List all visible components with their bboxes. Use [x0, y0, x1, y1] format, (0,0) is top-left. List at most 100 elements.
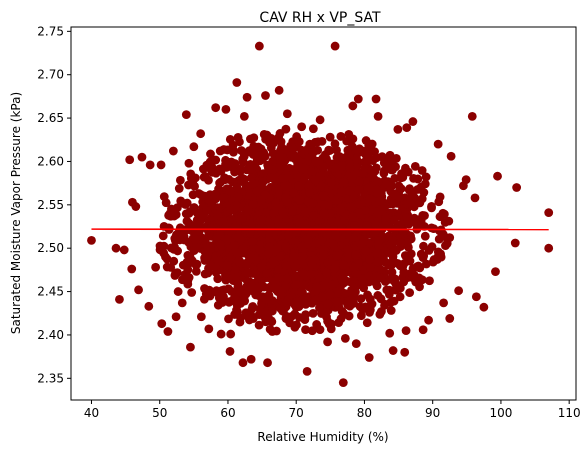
- data-point: [395, 292, 405, 302]
- data-point: [470, 193, 480, 203]
- data-point: [353, 94, 363, 104]
- data-point: [232, 78, 242, 87]
- data-point: [399, 259, 409, 268]
- data-point: [349, 263, 359, 273]
- data-point: [347, 142, 357, 151]
- data-point: [200, 172, 210, 181]
- data-point: [262, 268, 272, 278]
- data-point: [229, 293, 239, 303]
- data-point: [326, 178, 336, 188]
- data-points: [87, 41, 554, 388]
- y-tick-label: 2.60: [37, 154, 64, 168]
- data-point: [183, 250, 193, 260]
- data-point: [227, 287, 236, 296]
- data-point: [322, 268, 332, 278]
- data-point: [284, 230, 294, 240]
- data-point: [375, 196, 385, 206]
- data-point: [281, 193, 291, 202]
- data-point: [329, 239, 338, 249]
- data-point: [416, 249, 426, 259]
- data-point: [315, 325, 325, 335]
- data-point: [373, 207, 382, 217]
- data-point: [435, 192, 445, 202]
- data-point: [408, 272, 418, 282]
- data-point: [433, 139, 443, 149]
- y-axis-ticks: 2.35 2.40 2.45 2.50 2.55 2.60 2.65 2.70 2.75: [37, 24, 71, 385]
- data-point: [420, 179, 430, 189]
- y-tick-label: 2.40: [37, 328, 64, 342]
- data-point: [268, 256, 278, 266]
- data-point: [400, 347, 410, 357]
- data-point: [275, 129, 285, 138]
- data-point: [271, 283, 281, 293]
- data-point: [194, 189, 204, 198]
- data-point: [230, 222, 240, 232]
- data-point: [257, 262, 266, 272]
- data-point: [401, 166, 411, 175]
- data-point: [386, 181, 395, 191]
- data-point: [410, 161, 420, 171]
- data-point: [417, 275, 427, 285]
- data-point: [87, 235, 96, 245]
- data-point: [347, 202, 356, 212]
- data-point: [230, 271, 239, 281]
- x-tick-label: 50: [152, 406, 167, 420]
- data-point: [317, 137, 327, 146]
- data-point: [254, 41, 264, 51]
- data-point: [264, 249, 274, 259]
- data-point: [261, 294, 271, 303]
- data-point: [264, 163, 273, 172]
- data-point: [399, 226, 409, 236]
- data-point: [301, 206, 311, 216]
- data-point: [388, 252, 398, 262]
- data-point: [325, 290, 335, 300]
- data-point: [231, 264, 241, 274]
- data-point: [352, 154, 362, 164]
- data-point: [405, 288, 415, 297]
- data-point: [306, 166, 316, 176]
- data-point: [254, 320, 264, 330]
- data-point: [270, 277, 280, 286]
- data-point: [151, 262, 161, 272]
- data-point: [388, 346, 398, 355]
- data-point: [119, 245, 129, 255]
- data-point: [418, 325, 428, 335]
- x-tick-label: 40: [84, 406, 99, 420]
- data-point: [269, 209, 279, 219]
- data-point: [204, 163, 213, 172]
- data-point: [362, 220, 372, 230]
- data-point: [306, 269, 316, 279]
- data-point: [424, 315, 433, 325]
- data-point: [181, 209, 191, 219]
- data-point: [399, 267, 409, 277]
- data-point: [290, 154, 300, 163]
- data-point: [332, 297, 342, 306]
- data-point: [237, 214, 247, 224]
- data-point: [199, 294, 209, 304]
- data-point: [254, 291, 264, 301]
- data-point: [182, 275, 192, 284]
- data-point: [288, 206, 297, 216]
- data-point: [337, 187, 347, 197]
- data-point: [373, 176, 383, 186]
- data-point: [402, 213, 412, 222]
- data-point: [300, 172, 310, 182]
- data-point: [367, 166, 376, 176]
- data-point: [308, 198, 318, 208]
- data-point: [275, 251, 285, 261]
- data-point: [330, 139, 340, 149]
- data-point: [345, 277, 355, 287]
- data-point: [180, 199, 189, 209]
- data-point: [190, 234, 200, 244]
- data-point: [331, 163, 341, 173]
- x-tick-label: 90: [425, 406, 440, 420]
- data-point: [419, 241, 428, 251]
- data-point: [388, 275, 398, 285]
- data-point: [336, 205, 346, 215]
- data-point: [278, 144, 288, 154]
- data-point: [491, 267, 500, 277]
- data-point: [330, 41, 340, 51]
- data-point: [235, 317, 245, 327]
- data-point: [210, 189, 220, 199]
- data-point: [265, 236, 275, 245]
